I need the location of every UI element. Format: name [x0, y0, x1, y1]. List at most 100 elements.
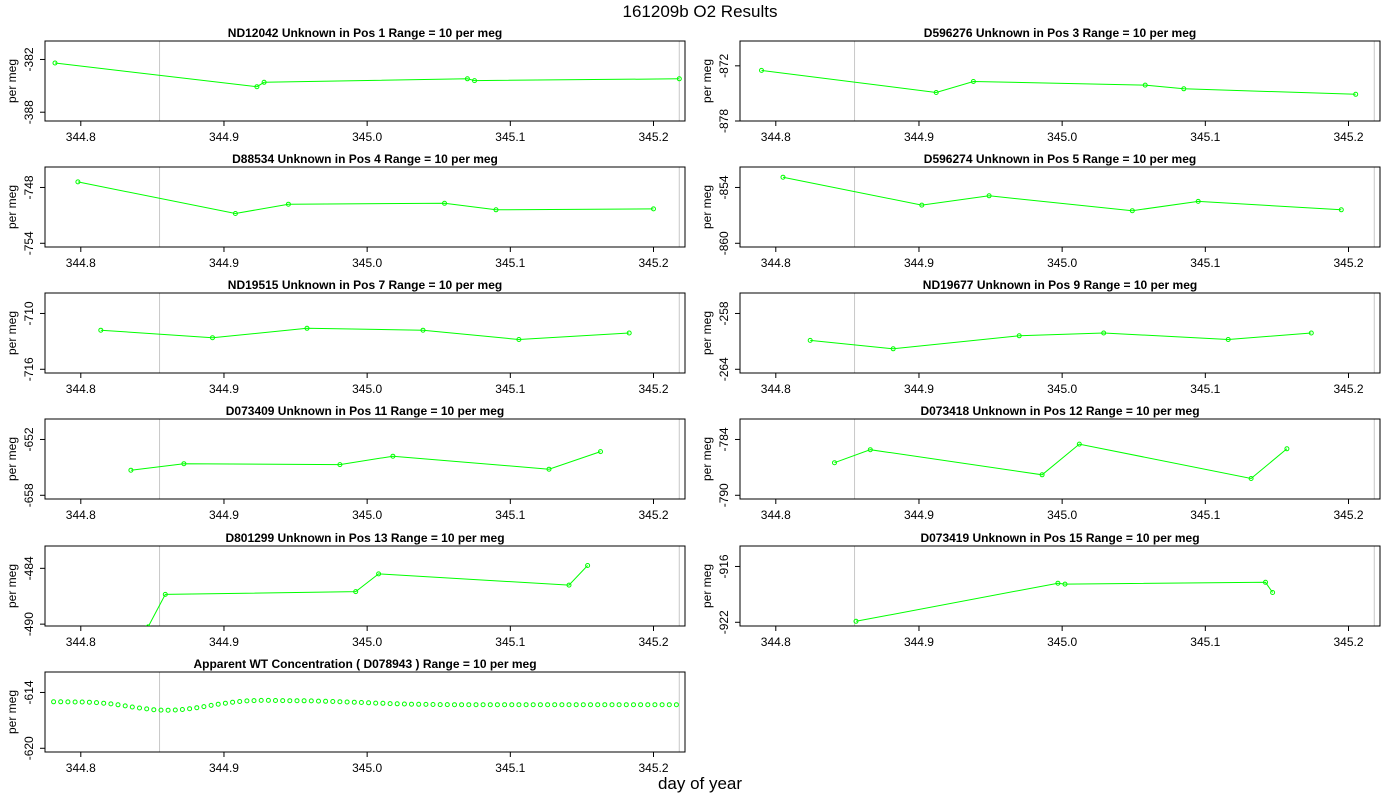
x-tick-label: 345.2: [1333, 635, 1363, 649]
data-point: [437, 702, 443, 708]
data-point: [1353, 91, 1359, 97]
x-tick-label: 345.1: [495, 508, 525, 522]
x-axis-title: day of year: [657, 774, 743, 793]
data-point: [638, 702, 644, 708]
y-tick-label: -784: [717, 427, 731, 451]
y-axis-label: per meg: [700, 185, 714, 229]
x-tick-label: 345.1: [1190, 635, 1220, 649]
data-point: [1181, 86, 1187, 92]
series-group: [75, 179, 656, 216]
data-point: [1308, 330, 1314, 336]
data-point: [580, 702, 586, 708]
data-point: [344, 699, 350, 705]
plot-frame: [739, 166, 1381, 248]
data-point: [251, 698, 257, 704]
y-tick-label: -490: [22, 612, 36, 636]
panel-title: D801299 Unknown in Pos 13 Range = 10 per…: [225, 531, 504, 545]
y-axis-label: per meg: [700, 311, 714, 355]
x-tick-label: 345.1: [495, 382, 525, 396]
data-point: [623, 702, 629, 708]
y-tick-label: -614: [22, 680, 36, 704]
series-group: [807, 330, 1314, 352]
x-tick-label: 344.8: [66, 382, 96, 396]
data-point: [75, 179, 81, 185]
x-tick-label: 345.0: [1047, 256, 1077, 270]
data-point: [853, 618, 859, 624]
y-tick-label: -652: [22, 427, 36, 451]
x-tick-label: 345.2: [638, 761, 668, 775]
series-group: [52, 60, 682, 90]
data-point: [430, 702, 436, 707]
data-point: [523, 702, 529, 708]
data-point: [573, 702, 579, 708]
x-tick-label: 344.8: [761, 256, 791, 270]
x-tick-label: 344.9: [209, 635, 239, 649]
data-point: [394, 701, 400, 707]
data-point: [237, 699, 243, 704]
data-point: [1016, 333, 1022, 339]
data-point: [493, 207, 499, 213]
data-point: [1270, 590, 1276, 595]
panel-title: D073419 Unknown in Pos 15 Range = 10 per…: [920, 531, 1199, 545]
data-point: [566, 702, 572, 708]
data-point: [304, 325, 310, 331]
panel-5: ND19515 Unknown in Pos 7 Range = 10 per …: [5, 278, 686, 396]
data-point: [487, 702, 493, 708]
data-point: [1039, 472, 1045, 478]
plot-frame: [44, 545, 686, 627]
data-point: [358, 700, 364, 705]
data-point: [244, 698, 250, 704]
x-tick-label: 344.8: [66, 508, 96, 522]
data-point: [94, 700, 99, 706]
data-point: [416, 701, 422, 707]
panel-3: D88534 Unknown in Pos 4 Range = 10 per m…: [5, 152, 686, 270]
series-line: [130, 451, 601, 471]
data-point: [602, 702, 608, 708]
y-tick-label: -484: [22, 556, 36, 580]
data-point: [676, 76, 682, 82]
y-axis-label: per meg: [5, 564, 19, 608]
x-tick-label: 345.2: [1333, 508, 1363, 522]
data-point: [516, 702, 522, 708]
data-point: [353, 589, 359, 595]
x-tick-label: 345.0: [1047, 130, 1077, 144]
x-tick-label: 345.1: [495, 256, 525, 270]
data-point: [759, 67, 764, 73]
x-tick-label: 344.8: [761, 508, 791, 522]
data-point: [1195, 198, 1201, 204]
panel-title: ND19677 Unknown in Pos 9 Range = 10 per …: [923, 278, 1197, 292]
data-point: [65, 699, 71, 705]
data-point: [1338, 207, 1344, 213]
panel-7: D073409 Unknown in Pos 11 Range = 10 per…: [5, 404, 686, 522]
data-point: [380, 700, 386, 706]
x-tick-label: 344.9: [904, 635, 934, 649]
data-point: [337, 699, 343, 705]
panel-title: ND12042 Unknown in Pos 1 Range = 10 per …: [228, 26, 502, 40]
x-tick-label: 345.1: [495, 761, 525, 775]
chart-title: 161209b O2 Results: [622, 2, 778, 21]
x-tick-label: 345.0: [1047, 635, 1077, 649]
x-tick-label: 345.2: [638, 256, 668, 270]
data-point: [401, 701, 407, 707]
data-point: [210, 335, 215, 341]
series-line: [782, 176, 1342, 212]
data-point: [330, 699, 336, 704]
data-point: [552, 702, 558, 708]
data-point: [832, 460, 837, 466]
data-point: [423, 701, 429, 707]
data-point: [72, 699, 78, 705]
x-tick-label: 345.2: [638, 130, 668, 144]
y-axis-label: per meg: [5, 59, 19, 103]
data-point: [280, 698, 286, 704]
panel-10: D073419 Unknown in Pos 15 Range = 10 per…: [700, 531, 1381, 649]
y-tick-label: -854: [717, 175, 731, 199]
data-point: [165, 707, 171, 713]
data-point: [215, 701, 221, 707]
series-group: [98, 325, 632, 342]
data-point: [86, 699, 92, 705]
data-point: [376, 571, 382, 577]
data-point: [659, 702, 665, 708]
series-group: [832, 441, 1290, 481]
plot-frame: [739, 292, 1381, 374]
data-point: [128, 467, 134, 473]
